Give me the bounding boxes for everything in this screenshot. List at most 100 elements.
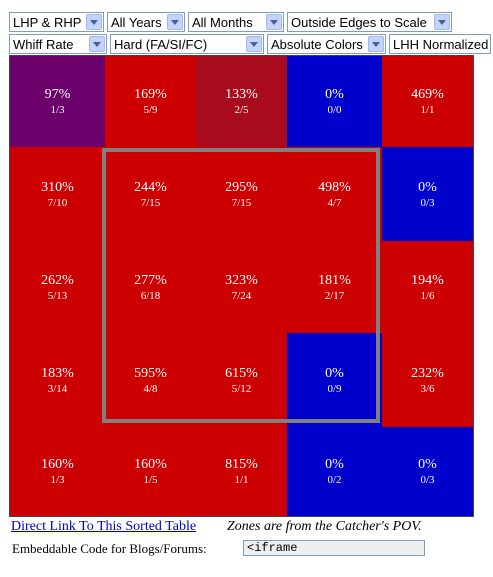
- zone-percent: 97%: [44, 87, 71, 102]
- zone-count: 4/7: [327, 196, 342, 209]
- zone-cell: 232% 3/6: [382, 333, 473, 427]
- zone-cell: 310% 7/10: [10, 147, 105, 241]
- zone-percent: 232%: [411, 365, 444, 381]
- pitch-type-select-value: Hard (FA/SI/FC): [114, 36, 208, 52]
- zone-count: 1/5: [143, 474, 158, 486]
- zone-count: 5/9: [143, 104, 158, 116]
- chevron-down-icon[interactable]: [246, 36, 262, 52]
- zone-count: 0/2: [327, 474, 342, 486]
- color-mode-select[interactable]: Absolute Colors: [267, 34, 386, 54]
- chevron-down-icon[interactable]: [266, 14, 282, 30]
- zone-percent: 310%: [41, 179, 74, 195]
- zone-count: 0/3: [420, 196, 435, 209]
- zone-cell: 0% 0/0: [287, 56, 382, 147]
- zone-count: 7/15: [140, 196, 161, 209]
- handedness-select[interactable]: LHP & RHP: [9, 12, 104, 32]
- zone-cell: 160% 1/5: [105, 427, 196, 516]
- zone-count: 1/1: [420, 104, 435, 116]
- zone-percent: 295%: [225, 179, 258, 195]
- zone-percent: 169%: [134, 87, 167, 102]
- zone-percent: 183%: [41, 365, 74, 381]
- zone-percent: 277%: [134, 272, 167, 288]
- zone-percent: 181%: [318, 272, 351, 288]
- zone-cell: 0% 0/3: [382, 147, 473, 241]
- direct-link[interactable]: Direct Link To This Sorted Table: [11, 519, 197, 534]
- zone-cell: 615% 5/12: [196, 333, 287, 427]
- zone-cell: 262% 5/13: [10, 241, 105, 333]
- zone-percent: 0%: [418, 179, 437, 195]
- zone-percent: 469%: [411, 87, 444, 102]
- zone-percent: 0%: [325, 457, 344, 472]
- chevron-down-icon[interactable]: [368, 36, 384, 52]
- zone-percent: 160%: [41, 457, 74, 472]
- zone-cell: 244% 7/15: [105, 147, 196, 241]
- zone-count: 1/3: [50, 474, 65, 486]
- chevron-down-icon[interactable]: [434, 14, 450, 30]
- chevron-down-icon[interactable]: [167, 14, 183, 30]
- zone-percent: 498%: [318, 179, 351, 195]
- normalization-select-value: LHH Normalized: [393, 36, 489, 52]
- zone-percent: 615%: [225, 365, 258, 381]
- zone-cell: 277% 6/18: [105, 241, 196, 333]
- zone-percent: 0%: [325, 87, 344, 102]
- zone-percent: 0%: [325, 365, 344, 381]
- zone-count: 1/6: [420, 289, 435, 302]
- pitch-type-select[interactable]: Hard (FA/SI/FC): [110, 34, 264, 54]
- zone-cell: 815% 1/1: [196, 427, 287, 516]
- zone-cell: 498% 4/7: [287, 147, 382, 241]
- edges-select[interactable]: Outside Edges to Scale: [287, 12, 452, 32]
- zone-count: 1/3: [50, 104, 65, 116]
- chevron-down-icon[interactable]: [86, 14, 102, 30]
- edges-select-value: Outside Edges to Scale: [291, 14, 427, 30]
- zone-percent: 815%: [225, 457, 258, 472]
- zone-count: 3/14: [47, 382, 68, 395]
- zone-cell: 295% 7/15: [196, 147, 287, 241]
- zone-cell: 595% 4/8: [105, 333, 196, 427]
- zone-count: 7/24: [231, 289, 252, 302]
- zone-count: 5/13: [47, 289, 68, 302]
- zone-percent: 133%: [225, 87, 258, 102]
- color-mode-select-value: Absolute Colors: [271, 36, 363, 52]
- zone-percent: 323%: [225, 272, 258, 288]
- embed-code-label: Embeddable Code for Blogs/Forums:: [12, 541, 207, 556]
- zone-cell: 183% 3/14: [10, 333, 105, 427]
- zone-cell: 0% 0/3: [382, 427, 473, 516]
- zone-count: 6/18: [140, 289, 161, 302]
- zone-count: 0/3: [420, 474, 435, 486]
- zone-cell: 323% 7/24: [196, 241, 287, 333]
- months-select[interactable]: All Months: [188, 12, 284, 32]
- zone-percent: 595%: [134, 365, 167, 381]
- zone-count: 3/6: [420, 382, 435, 395]
- zone-cell: 133% 2/5: [196, 56, 287, 147]
- zone-count: 0/0: [327, 104, 342, 116]
- handedness-select-value: LHP & RHP: [13, 14, 82, 30]
- zone-count: 5/12: [231, 382, 252, 395]
- stat-select-value: Whiff Rate: [13, 36, 74, 52]
- zone-count: 7/15: [231, 196, 252, 209]
- embed-code-field[interactable]: <iframe: [243, 540, 425, 556]
- zone-count: 2/17: [324, 289, 345, 302]
- zone-percent: 262%: [41, 272, 74, 288]
- zone-count: 2/5: [234, 104, 249, 116]
- zone-cell: 169% 5/9: [105, 56, 196, 147]
- zone-count: 0/9: [327, 382, 342, 395]
- stat-select[interactable]: Whiff Rate: [9, 34, 107, 54]
- zone-percent: 194%: [411, 272, 444, 288]
- zone-cell: 194% 1/6: [382, 241, 473, 333]
- catcher-pov-note: Zones are from the Catcher's POV.: [227, 519, 422, 534]
- chevron-down-icon[interactable]: [89, 36, 105, 52]
- zone-cell: 0% 0/9: [287, 333, 382, 427]
- normalization-select[interactable]: LHH Normalized: [389, 34, 491, 54]
- zone-count: 1/1: [234, 474, 249, 486]
- zone-percent: 0%: [418, 457, 437, 472]
- zone-percent: 160%: [134, 457, 167, 472]
- zone-cell: 97% 1/3: [10, 56, 105, 147]
- years-select[interactable]: All Years: [107, 12, 185, 32]
- zone-cell: 0% 0/2: [287, 427, 382, 516]
- zone-cell: 160% 1/3: [10, 427, 105, 516]
- months-select-value: All Months: [192, 14, 253, 30]
- years-select-value: All Years: [111, 14, 162, 30]
- zone-cell: 469% 1/1: [382, 56, 473, 147]
- zone-cell: 181% 2/17: [287, 241, 382, 333]
- zone-percent: 244%: [134, 179, 167, 195]
